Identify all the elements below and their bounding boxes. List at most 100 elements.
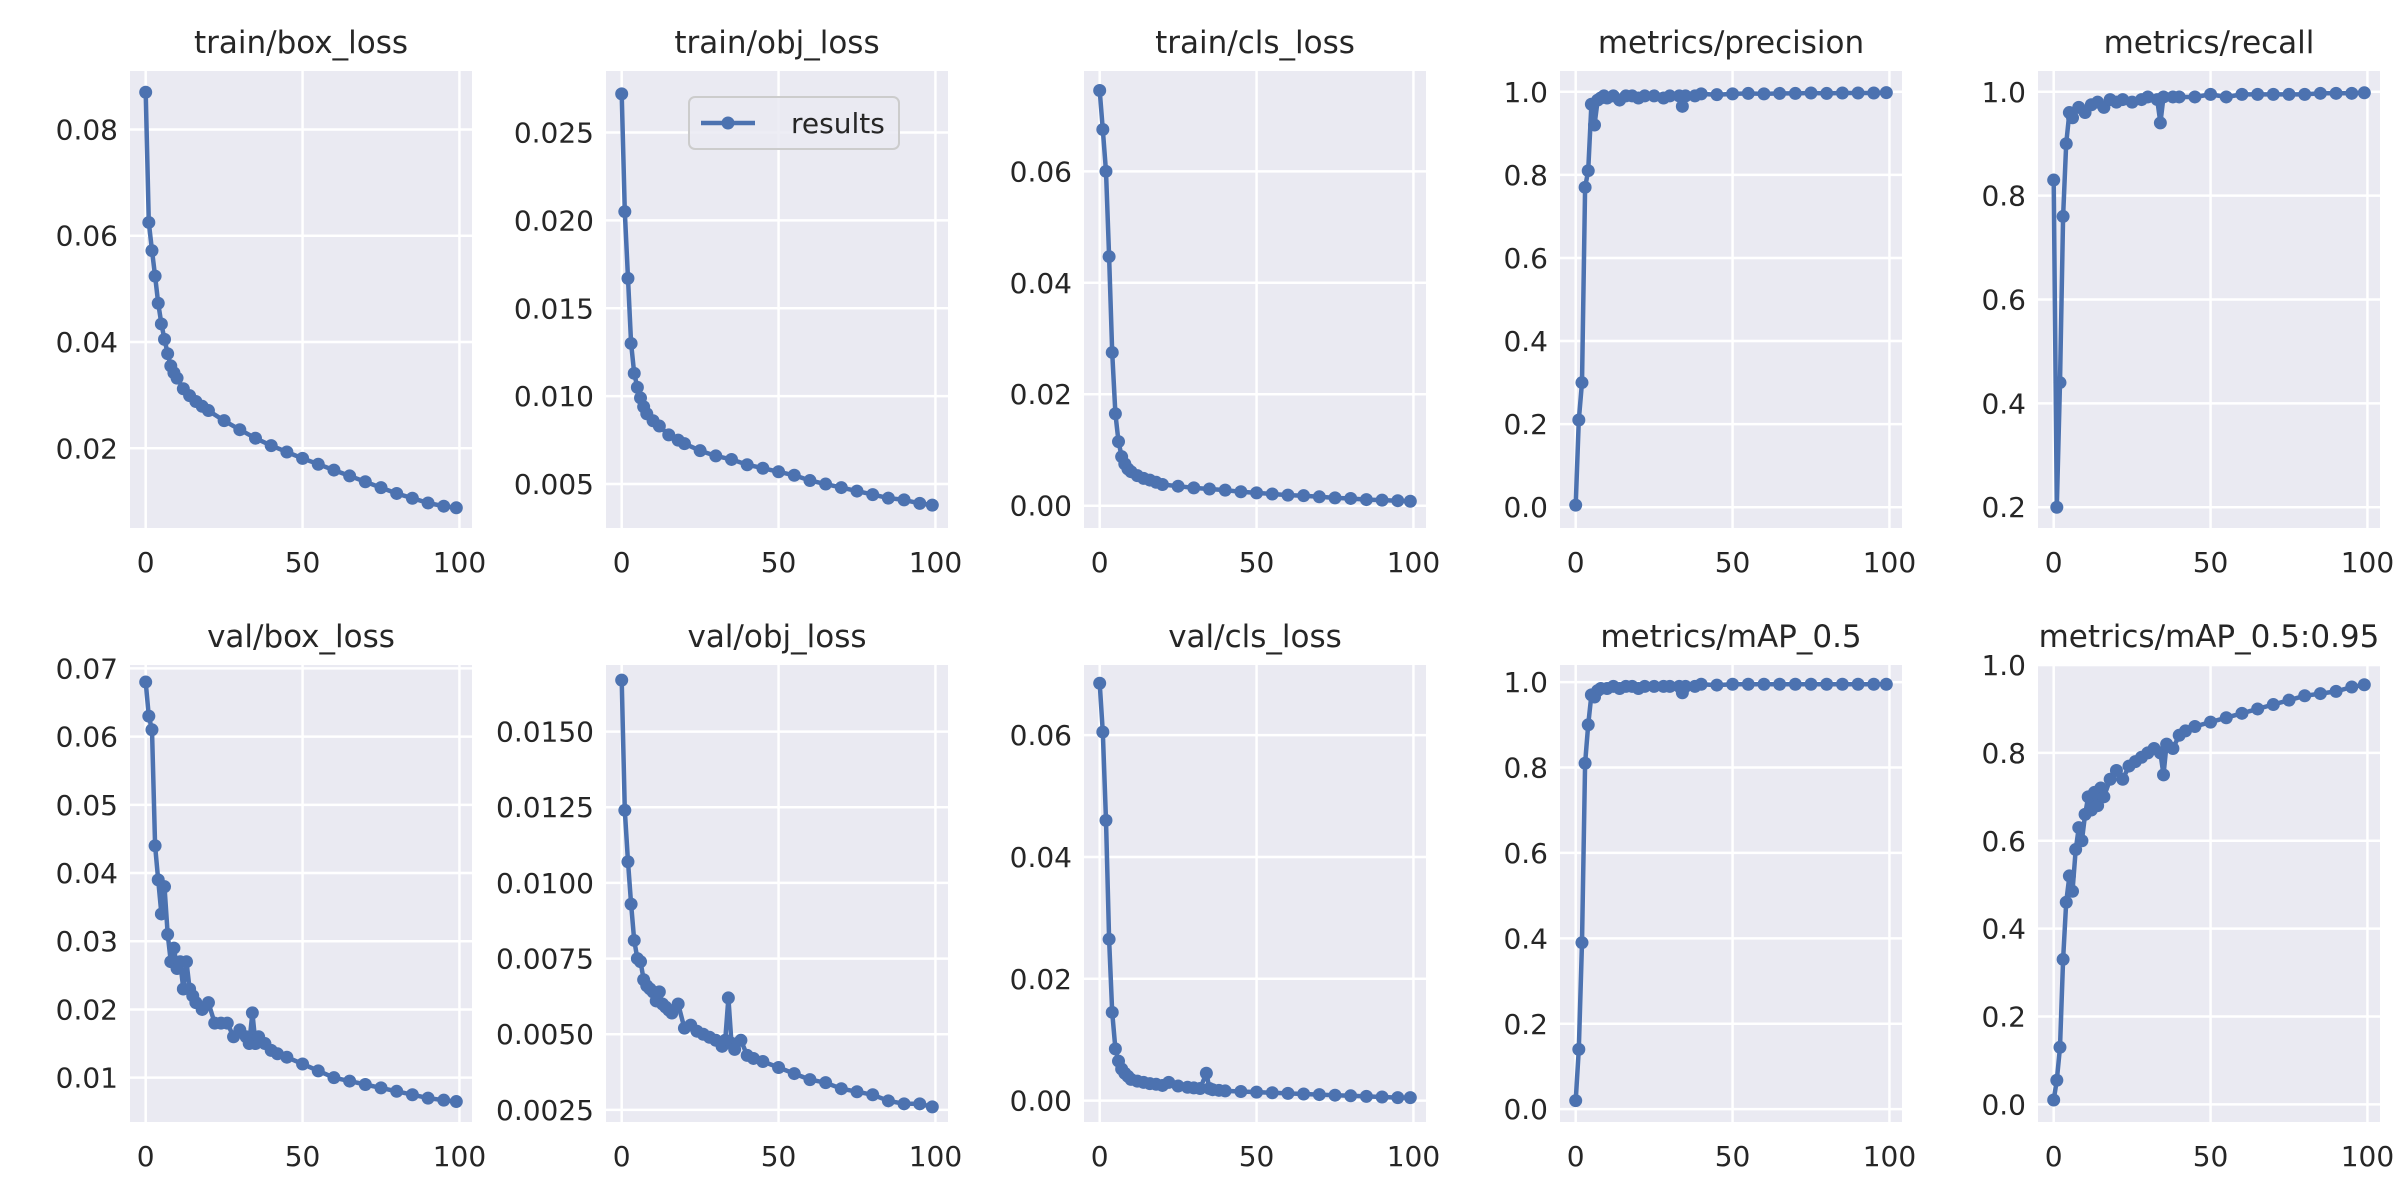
data-point [2219, 711, 2233, 725]
data-point [1375, 493, 1389, 507]
subplot-6: 0 50 100 0.01 0.02 0.03 0.04 0.05 0.06 0.07 val/bo… [56, 619, 487, 1173]
data-point [1171, 479, 1185, 493]
data-point [1835, 86, 1849, 100]
data-point [1578, 180, 1592, 194]
data-point [1757, 677, 1771, 691]
data-point [2298, 689, 2312, 703]
x-tick-label: 100 [1863, 1140, 1916, 1173]
x-tick-label: 100 [1863, 546, 1916, 579]
subplot-7: 0 50 100 0.0025 0.0050 0.0075 0.0100 0.0125 0.01… [496, 619, 962, 1173]
data-point [1851, 677, 1865, 691]
y-tick-label: 0.00 [1010, 1085, 1072, 1118]
data-point [787, 468, 801, 482]
data-point [881, 491, 895, 505]
y-tick-label: 0.005 [514, 468, 594, 501]
data-point [437, 1093, 451, 1107]
data-point [449, 501, 463, 515]
data-point [1391, 1091, 1405, 1105]
data-point [1647, 679, 1661, 693]
data-point [1578, 756, 1592, 770]
y-tick-label: 0.6 [1981, 284, 2026, 317]
data-point [249, 431, 263, 445]
data-point [1757, 87, 1771, 101]
data-point [358, 475, 372, 489]
data-point [1250, 486, 1264, 500]
data-point [201, 404, 215, 418]
y-tick-label: 0.4 [1503, 325, 1548, 358]
y-tick-label: 0.06 [1010, 719, 1072, 752]
data-point [2066, 884, 2080, 898]
data-point [1105, 345, 1119, 359]
data-point [296, 1057, 310, 1071]
x-tick-label: 0 [1567, 1140, 1585, 1173]
y-tick-label: 0.04 [56, 326, 118, 359]
subplot-2: 0 50 100 0.005 0.010 0.015 0.020 0.025 train/obj… [514, 25, 962, 579]
data-point [772, 465, 786, 479]
subplot-5: 0 50 100 0.2 0.4 0.6 0.8 1.0 metrics/recall [1981, 25, 2394, 579]
x-tick-label: 100 [909, 1140, 962, 1173]
data-point [1638, 679, 1652, 693]
x-tick-label: 100 [433, 546, 486, 579]
data-point [618, 803, 632, 817]
y-tick-label: 0.06 [1010, 155, 1072, 188]
y-tick-label: 0.015 [514, 292, 594, 325]
y-tick-label: 0.2 [1981, 491, 2026, 524]
data-point [233, 423, 247, 437]
data-point [449, 1095, 463, 1109]
data-point [756, 1054, 770, 1068]
subplot-10: 0 50 100 0.0 0.2 0.4 0.6 0.8 1.0 metrics/mAP_0.5:… [1981, 619, 2394, 1173]
data-point [1879, 677, 1893, 691]
data-point [148, 839, 162, 853]
data-point [1403, 1091, 1417, 1105]
data-point [1112, 435, 1126, 449]
data-point [1312, 1088, 1326, 1102]
y-tick-label: 0.4 [1503, 922, 1548, 955]
data-point [201, 996, 215, 1010]
data-point [2059, 137, 2073, 151]
data-point [1572, 413, 1586, 427]
data-point [2266, 698, 2280, 712]
data-point [850, 484, 864, 498]
data-point [1096, 123, 1110, 137]
data-point [925, 498, 939, 512]
x-tick-label: 50 [2193, 1140, 2229, 1173]
data-point [634, 955, 648, 969]
data-point [161, 927, 175, 941]
data-point [2204, 715, 2218, 729]
y-tick-label: 0.02 [1010, 963, 1072, 996]
data-point [1679, 679, 1693, 693]
subplot-4: 0 50 100 0.0 0.2 0.4 0.6 0.8 1.0 metrics/precisio… [1503, 25, 1916, 579]
subplot-title: val/cls_loss [1168, 619, 1342, 655]
data-point [624, 336, 638, 350]
data-point [756, 461, 770, 475]
subplot-title: train/obj_loss [674, 25, 879, 61]
data-point [1879, 86, 1893, 100]
y-tick-label: 0.0100 [496, 867, 594, 900]
data-point [2153, 116, 2167, 130]
data-point [1710, 88, 1724, 102]
x-tick-label: 0 [2045, 1140, 2063, 1173]
data-point [2329, 86, 2343, 100]
data-point [787, 1067, 801, 1081]
data-point [437, 499, 451, 513]
data-point [734, 1033, 748, 1047]
data-point [374, 1081, 388, 1095]
data-point [158, 332, 172, 346]
data-point [615, 673, 629, 687]
y-tick-label: 0.2 [1981, 1001, 2026, 1034]
y-tick-label: 0.06 [56, 721, 118, 754]
data-point [1218, 483, 1232, 497]
y-tick-label: 0.2 [1503, 408, 1548, 441]
data-point [819, 1076, 833, 1090]
data-point [1569, 498, 1583, 512]
data-point [1820, 86, 1834, 100]
data-point [2157, 768, 2171, 782]
legend-marker [721, 116, 735, 130]
data-point [2072, 821, 2086, 835]
data-point [1741, 677, 1755, 691]
x-tick-label: 50 [285, 1140, 321, 1173]
x-tick-label: 50 [2193, 546, 2229, 579]
subplot-title: metrics/precision [1598, 25, 1864, 61]
x-tick-label: 100 [2341, 1140, 2394, 1173]
